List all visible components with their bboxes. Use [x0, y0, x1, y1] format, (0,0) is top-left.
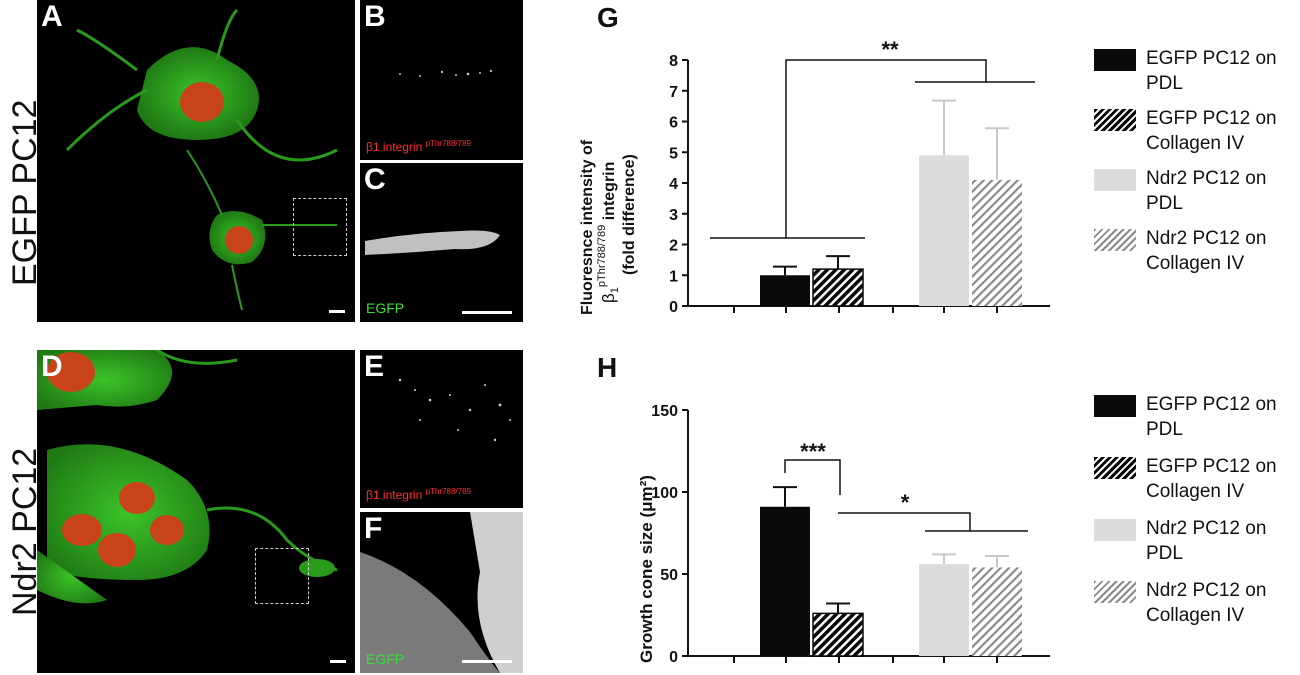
- scale-bar: [329, 310, 345, 313]
- bar: [972, 179, 1022, 306]
- legend-label: EGFP PC12 on PDL: [1146, 48, 1277, 94]
- legend-item: Ndr2 PC12 on Collagen IV: [1094, 226, 1300, 286]
- ylabel-h-text: Growth cone size (μm²): [637, 475, 656, 663]
- roi-box: [293, 198, 347, 256]
- bar: [812, 268, 864, 307]
- y-tick-label: 0: [669, 649, 678, 666]
- channel-label-b: β1 integrin pThr788/789: [366, 139, 471, 154]
- y-tick-label: 2: [669, 238, 678, 255]
- micrograph-panel-d: D: [37, 350, 355, 673]
- micrograph-panel-a: A: [37, 0, 355, 322]
- y-tick-label: 5: [669, 145, 678, 162]
- legend-item: Ndr2 PC12 on PDL: [1094, 166, 1300, 226]
- panel-letter-e: E: [364, 350, 385, 383]
- ylabel-g-line3: (fold difference): [621, 154, 638, 275]
- y-tick-label: 4: [669, 176, 678, 193]
- bar: [972, 567, 1022, 656]
- legend-swatch: [1094, 49, 1136, 71]
- legend-swatch: [1094, 229, 1136, 251]
- significance-bracket: [838, 512, 1028, 532]
- bar: [919, 564, 969, 656]
- significance-bracket: [784, 459, 841, 495]
- micrograph-panel-b: B β1 integrin pThr788/789: [360, 0, 523, 160]
- micrograph-panel-e: E β1 integrin pThr788/789: [360, 350, 523, 508]
- micrograph-a-image: [65, 8, 338, 311]
- legend-label: Ndr2 PC12 on Collagen IV: [1146, 580, 1267, 626]
- y-tick-label: 1: [669, 268, 678, 285]
- y-tick-label: 150: [651, 403, 678, 420]
- legend-item: EGFP PC12 on Collagen IV: [1094, 106, 1300, 166]
- chart-letter-h: H: [597, 352, 618, 383]
- y-tick-label: 7: [669, 84, 678, 101]
- panel-letter-f: F: [364, 512, 383, 545]
- channel-label-c: EGFP: [366, 300, 405, 316]
- significance-label: ***: [800, 439, 826, 464]
- micrograph-panel-f: F EGFP: [360, 512, 523, 673]
- bar: [760, 275, 810, 306]
- y-tick-label: 8: [669, 53, 678, 70]
- legend-swatch: [1094, 457, 1136, 479]
- significance-label: **: [881, 37, 899, 62]
- micrograph-c-image: [365, 230, 500, 255]
- legend-label: EGFP PC12 on PDL: [1146, 394, 1277, 440]
- scale-bar: [330, 660, 346, 663]
- y-tick-label: 50: [660, 567, 678, 584]
- scale-bar: [462, 660, 512, 663]
- legend-swatch: [1094, 581, 1136, 603]
- bar: [812, 612, 864, 657]
- legend-label: EGFP PC12 on Collagen IV: [1146, 108, 1277, 154]
- ylabel-g-line1: Fluoresnce intensity of: [579, 139, 596, 315]
- roi-box: [255, 548, 309, 604]
- legend-label: Ndr2 PC12 on PDL: [1146, 518, 1267, 564]
- legend-item: EGFP PC12 on Collagen IV: [1094, 454, 1300, 514]
- legend-swatch: [1094, 395, 1136, 417]
- chart-g: 0 1 2 3 4 5 6 7 8 **: [669, 37, 1050, 316]
- channel-label-e: β1 integrin pThr788/789: [366, 487, 471, 502]
- y-tick-label: 0: [669, 299, 678, 316]
- legend-item: Ndr2 PC12 on Collagen IV: [1094, 578, 1300, 638]
- legend-label: Ndr2 PC12 on Collagen IV: [1146, 228, 1267, 274]
- ylabel-h: Growth cone size (μm²): [637, 475, 656, 663]
- legend-item: EGFP PC12 on PDL: [1094, 46, 1300, 106]
- panel-letter-a: A: [41, 0, 63, 33]
- scale-bar: [462, 311, 512, 314]
- bar: [760, 506, 810, 656]
- micrograph-b-image: [399, 69, 493, 77]
- micrograph-f-image: [360, 512, 523, 673]
- legend-item: EGFP PC12 on PDL: [1094, 392, 1300, 452]
- micrograph-d-image: [37, 350, 338, 604]
- ylabel-g: Fluoresnce intensity of β1pThr788/789 in…: [579, 139, 638, 315]
- ylabel-g-line2: β1pThr788/789 integrin: [596, 162, 621, 303]
- channel-label-f: EGFP: [366, 651, 405, 667]
- micrograph-panel-c: C EGFP: [360, 163, 523, 322]
- significance-label: *: [901, 490, 910, 515]
- y-tick-label: 6: [669, 115, 678, 132]
- legend-label: Ndr2 PC12 on PDL: [1146, 168, 1267, 214]
- micrograph-e-image: [398, 378, 511, 442]
- legend-label: EGFP PC12 on Collagen IV: [1146, 456, 1277, 502]
- legend-swatch: [1094, 169, 1136, 191]
- chart-letter-g: G: [597, 2, 619, 33]
- panel-letter-b: B: [364, 0, 386, 33]
- y-tick-label: 100: [651, 485, 678, 502]
- legend-item: Ndr2 PC12 on PDL: [1094, 516, 1300, 576]
- legend-swatch: [1094, 519, 1136, 541]
- panel-letter-c: C: [364, 163, 386, 196]
- y-tick-label: 3: [669, 207, 678, 224]
- legend-swatch: [1094, 109, 1136, 131]
- panel-letter-d: D: [41, 350, 63, 383]
- bar: [919, 155, 969, 306]
- significance-bracket: [710, 59, 1035, 239]
